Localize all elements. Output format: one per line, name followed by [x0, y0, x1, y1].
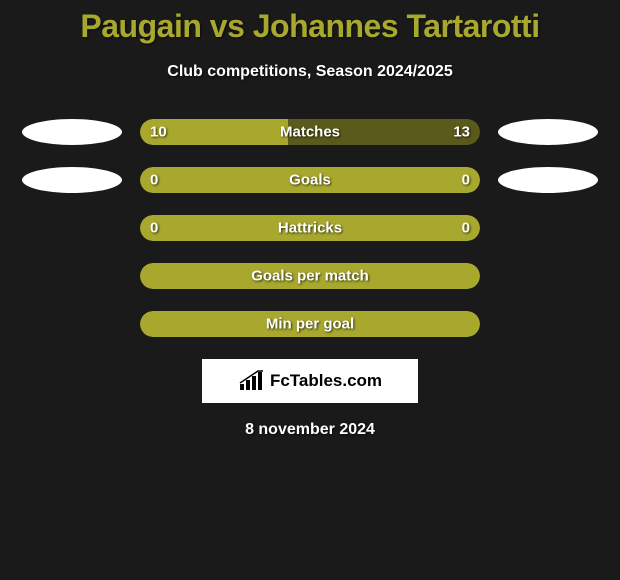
stat-value-right: 0: [462, 220, 470, 237]
stat-label: Hattricks: [278, 220, 342, 237]
date-text: 8 november 2024: [245, 421, 375, 439]
player-avatar-right: [498, 119, 598, 145]
subtitle: Club competitions, Season 2024/2025: [167, 63, 452, 81]
logo-text: FcTables.com: [270, 371, 382, 391]
logo-badge: FcTables.com: [202, 359, 418, 403]
chart-icon: [238, 370, 264, 392]
stat-row: Goals per match: [0, 263, 620, 289]
stat-value-left: 0: [150, 220, 158, 237]
player-avatar-left: [22, 119, 122, 145]
stat-bar: 10 13 Matches: [140, 119, 480, 145]
stat-row: 0 0 Goals: [0, 167, 620, 193]
stat-label: Min per goal: [266, 316, 354, 333]
stat-value-left: 10: [150, 124, 167, 141]
stat-row: Min per goal: [0, 311, 620, 337]
stat-rows: 10 13 Matches 0 0 Goals 0 0 Hattricks Goals per m…: [0, 119, 620, 337]
player-avatar-left: [22, 167, 122, 193]
page-title: Paugain vs Johannes Tartarotti: [80, 8, 539, 45]
stat-bar: 0 0 Hattricks: [140, 215, 480, 241]
stat-label: Matches: [280, 124, 340, 141]
stat-row: 0 0 Hattricks: [0, 215, 620, 241]
stat-bar: 0 0 Goals: [140, 167, 480, 193]
player-avatar-right: [498, 167, 598, 193]
stat-bar: Min per goal: [140, 311, 480, 337]
bar-fill-right: [310, 167, 480, 193]
bar-fill-left: [140, 167, 310, 193]
stat-value-left: 0: [150, 172, 158, 189]
stat-bar: Goals per match: [140, 263, 480, 289]
stat-label: Goals: [289, 172, 331, 189]
stat-row: 10 13 Matches: [0, 119, 620, 145]
stat-value-right: 0: [462, 172, 470, 189]
stat-value-right: 13: [453, 124, 470, 141]
stat-label: Goals per match: [251, 268, 369, 285]
